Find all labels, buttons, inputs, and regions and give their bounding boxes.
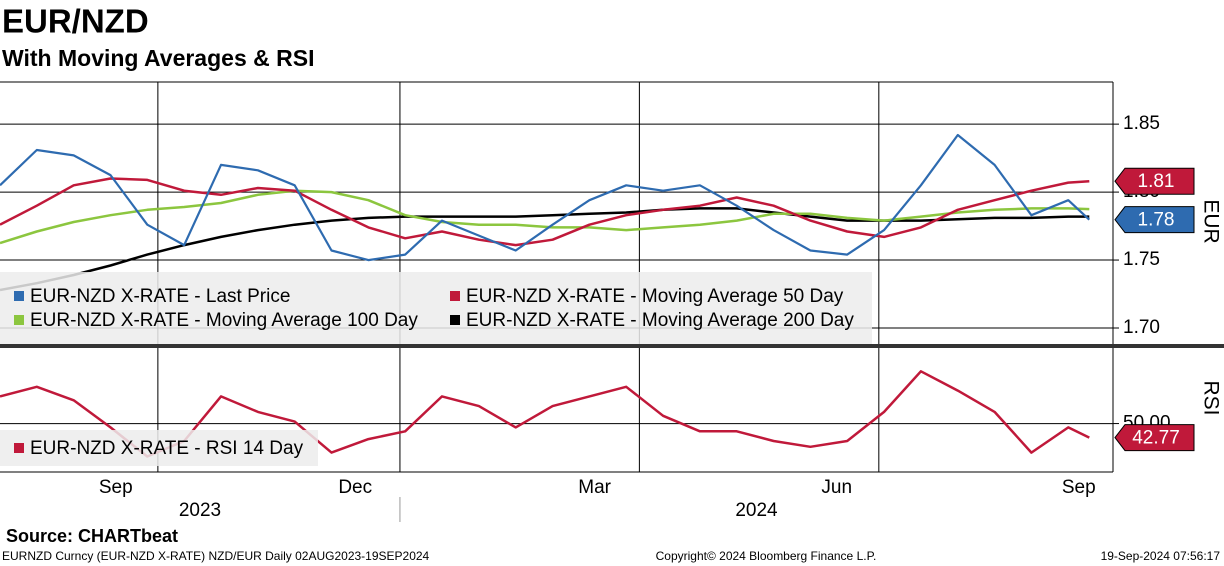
y-tick-label: 1.70: [1123, 317, 1160, 338]
legend-label: EUR-NZD X-RATE - RSI 14 Day: [30, 438, 304, 459]
source: Source: CHARTbeat: [6, 526, 178, 546]
legend-label: EUR-NZD X-RATE - Moving Average 50 Day: [466, 286, 844, 307]
footer-left: EURNZD Curncy (EUR-NZD X-RATE) NZD/EUR D…: [2, 549, 430, 563]
year-label: 2023: [179, 500, 221, 521]
last-value-label: 42.77: [1132, 428, 1180, 449]
last-value-box: [1114, 167, 1195, 195]
x-tick-label: Sep: [1062, 477, 1096, 498]
legend-label: EUR-NZD X-RATE - Moving Average 200 Day: [466, 310, 854, 331]
x-tick-label: Sep: [99, 477, 133, 498]
x-tick-label: Mar: [578, 477, 611, 498]
legend-swatch: [14, 291, 24, 301]
footer-right: 19-Sep-2024 07:56:17: [1101, 549, 1221, 563]
axis-label: EUR: [1199, 199, 1222, 243]
axis-label: RSI: [1199, 380, 1222, 415]
x-tick-label: Jun: [821, 477, 852, 498]
year-label: 2024: [735, 500, 778, 521]
last-value-label: 1.78: [1138, 210, 1175, 231]
legend-swatch: [14, 315, 24, 325]
last-value-box: [1114, 206, 1195, 234]
legend-label: EUR-NZD X-RATE - Last Price: [30, 286, 290, 307]
series-line: [0, 133, 1091, 262]
y-tick-label: 1.85: [1123, 113, 1160, 134]
legend-box: [0, 272, 872, 344]
legend-swatch: [14, 443, 24, 453]
y-tick-label: 1.75: [1123, 249, 1160, 270]
footer-center: Copyright© 2024 Bloomberg Finance L.P.: [656, 549, 877, 563]
legend-swatch: [450, 315, 460, 325]
x-tick-label: Dec: [338, 477, 372, 498]
last-value-box: [1114, 424, 1195, 452]
legend-swatch: [450, 291, 460, 301]
chart-title: EUR/NZD: [2, 3, 149, 40]
series-line: [0, 177, 1090, 247]
legend-box: [0, 430, 318, 466]
series-line: [0, 189, 1090, 245]
last-value-label: 1.81: [1138, 171, 1175, 192]
legend-label: EUR-NZD X-RATE - Moving Average 100 Day: [30, 310, 418, 331]
chart-subtitle: With Moving Averages & RSI: [2, 45, 314, 71]
panel-separator: [0, 344, 1224, 348]
